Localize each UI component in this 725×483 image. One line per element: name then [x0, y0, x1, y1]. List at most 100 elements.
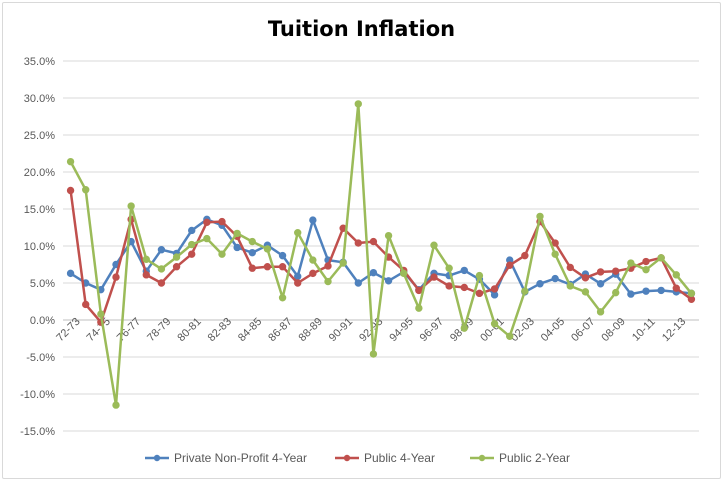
- data-point: [430, 241, 438, 249]
- data-point: [172, 253, 181, 261]
- data-point: [294, 272, 302, 281]
- data-point: [248, 237, 256, 246]
- data-point: [506, 261, 514, 269]
- data-point: [490, 285, 499, 293]
- y-tick-label: 0.0%: [30, 315, 55, 327]
- data-point: [203, 218, 211, 227]
- legend-label: Public 4-Year: [364, 451, 435, 465]
- data-point: [309, 256, 317, 264]
- data-point: [142, 271, 150, 279]
- data-point: [415, 286, 423, 295]
- data-point: [369, 268, 378, 277]
- y-tick-label: -10.0%: [20, 389, 55, 401]
- data-point: [536, 280, 544, 288]
- data-point: [218, 250, 226, 258]
- data-point: [294, 279, 302, 287]
- data-point: [233, 243, 241, 252]
- data-point: [263, 263, 272, 271]
- data-point: [188, 226, 196, 235]
- data-point: [233, 229, 241, 238]
- data-point: [536, 212, 544, 221]
- data-point: [157, 279, 166, 287]
- data-point: [460, 324, 468, 332]
- y-tick-label: 30.0%: [24, 93, 55, 105]
- series-line: [69, 102, 693, 407]
- data-point: [203, 234, 211, 243]
- legend-label: Private Non-Profit 4-Year: [174, 451, 307, 465]
- data-point: [309, 269, 317, 278]
- data-point: [506, 332, 514, 340]
- data-point: [430, 273, 438, 281]
- y-tick-label: 35.0%: [24, 56, 55, 68]
- data-point: [188, 250, 196, 258]
- y-tick-label: 25.0%: [24, 130, 55, 142]
- y-tick-label: -15.0%: [20, 426, 55, 438]
- data-point: [294, 228, 302, 237]
- data-point: [82, 186, 90, 194]
- data-point: [551, 250, 559, 258]
- data-point: [657, 286, 665, 295]
- data-point: [172, 263, 181, 271]
- data-point: [581, 274, 590, 282]
- data-point: [97, 310, 105, 318]
- data-point: [324, 277, 332, 286]
- data-point: [263, 245, 272, 253]
- data-point: [642, 287, 650, 295]
- data-point: [400, 269, 408, 278]
- data-point: [521, 287, 529, 295]
- data-point: [384, 277, 393, 285]
- data-point: [157, 265, 166, 273]
- data-point: [278, 263, 287, 271]
- data-point: [475, 289, 484, 298]
- data-point: [612, 267, 620, 275]
- data-point: [657, 254, 665, 262]
- data-point: [445, 282, 453, 290]
- data-point: [460, 266, 468, 275]
- data-point: [596, 268, 605, 276]
- data-point: [248, 248, 256, 257]
- y-tick-label: 5.0%: [30, 278, 55, 290]
- data-point: [627, 259, 635, 267]
- data-point: [475, 271, 484, 280]
- y-tick-label: 15.0%: [24, 204, 55, 216]
- data-point: [278, 251, 287, 260]
- data-point: [309, 216, 317, 224]
- data-point: [687, 289, 696, 298]
- data-point: [672, 271, 680, 279]
- data-point: [369, 350, 378, 358]
- data-point: [157, 246, 166, 254]
- legend-marker: [478, 454, 486, 462]
- data-point: [369, 237, 378, 246]
- data-point: [612, 288, 620, 297]
- data-point: [66, 157, 75, 166]
- data-point: [566, 282, 574, 290]
- data-point: [354, 239, 362, 247]
- data-point: [627, 290, 635, 298]
- data-point: [384, 231, 393, 240]
- legend-label: Public 2-Year: [499, 451, 570, 465]
- data-point: [596, 280, 605, 288]
- data-point: [66, 186, 75, 195]
- data-point: [339, 259, 347, 267]
- data-point: [490, 320, 499, 328]
- y-tick-label: -5.0%: [26, 352, 55, 364]
- data-point: [66, 269, 75, 278]
- y-tick-label: 10.0%: [24, 241, 55, 253]
- data-point: [521, 251, 529, 260]
- line-chart: 35.0% 30.0% 25.0% 20.0% 15.0% 10.0% 5.0% 0.0% -5…: [20, 56, 699, 465]
- data-point: [415, 304, 423, 312]
- data-point: [460, 283, 468, 292]
- data-point: [82, 300, 90, 309]
- chart-title: Tuition Inflation: [267, 17, 456, 41]
- data-point: [188, 240, 196, 249]
- data-point: [354, 279, 362, 287]
- data-point: [642, 257, 650, 266]
- data-point: [278, 294, 287, 302]
- data-point: [218, 217, 226, 226]
- data-point: [642, 265, 650, 274]
- legend-marker: [153, 454, 161, 462]
- data-point: [354, 100, 362, 108]
- data-point: [127, 202, 135, 210]
- data-point: [112, 273, 120, 281]
- legend-marker: [343, 454, 351, 462]
